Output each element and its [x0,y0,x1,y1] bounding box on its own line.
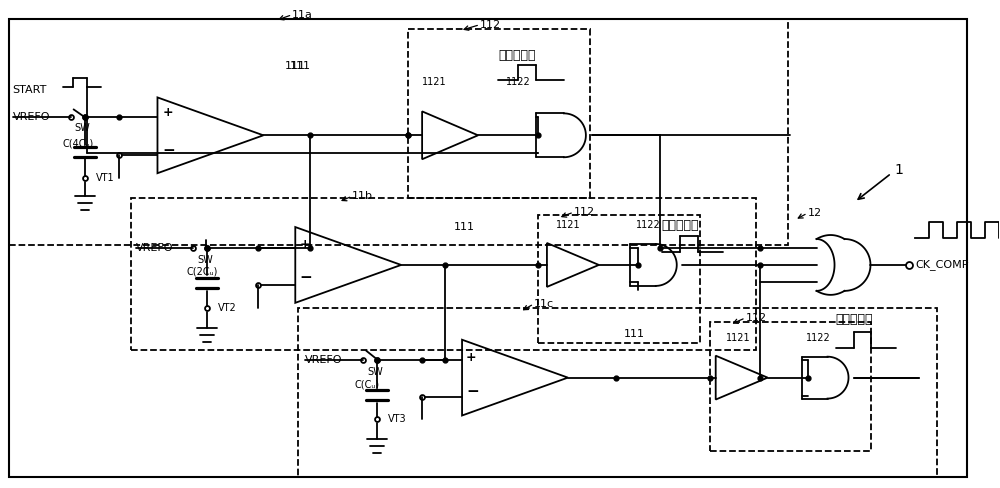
Text: −: − [299,270,312,285]
Text: VT1: VT1 [96,173,114,183]
Text: VT3: VT3 [388,414,407,425]
Text: 111: 111 [454,222,475,232]
Text: +: + [162,106,173,119]
Text: 111: 111 [290,61,311,70]
Text: 1122: 1122 [806,333,830,343]
Text: 111: 111 [285,61,306,70]
Text: −: − [162,143,175,158]
Text: VREFO: VREFO [305,355,343,365]
Text: +: + [299,239,310,251]
Text: C(2Cᵤ): C(2Cᵤ) [186,267,218,277]
Text: 1121: 1121 [556,220,581,230]
Text: 112: 112 [574,207,595,217]
Text: C(4Cᵤ): C(4Cᵤ) [63,138,94,148]
Text: 第二个脉冲: 第二个脉冲 [662,219,699,231]
Bar [9,19,788,245]
Text: C(Cᵤ): C(Cᵤ) [354,380,379,389]
Text: −: − [466,384,479,399]
Text: 1121: 1121 [422,78,447,87]
Text: 1: 1 [894,163,903,177]
Text: SW: SW [75,123,90,133]
Bar [538,215,700,343]
Text: 12: 12 [808,208,822,218]
Text: VREFO: VREFO [136,243,173,253]
Text: 11a: 11a [292,10,313,20]
Text: VREFO: VREFO [13,112,50,122]
Bar [131,198,756,350]
Text: 11c: 11c [534,299,554,309]
Bar [298,308,937,477]
Text: 第三个脉冲: 第三个脉冲 [836,313,873,326]
Text: 1122: 1122 [636,220,661,230]
Text: CK_COMP: CK_COMP [915,260,969,270]
Text: 111: 111 [624,329,645,339]
Text: +: + [466,351,477,364]
Text: 第一个脉冲: 第一个脉冲 [498,49,536,62]
Bar [710,322,871,451]
Text: 112: 112 [480,20,501,30]
Text: 1121: 1121 [726,333,750,343]
Text: 11b: 11b [352,191,373,201]
Text: 1122: 1122 [506,78,531,87]
Text: START: START [13,85,47,96]
Text: SW: SW [197,255,213,265]
Text: SW: SW [367,366,383,377]
Text: VT2: VT2 [218,303,237,313]
Text: 112: 112 [746,313,767,323]
Bar [408,29,590,198]
